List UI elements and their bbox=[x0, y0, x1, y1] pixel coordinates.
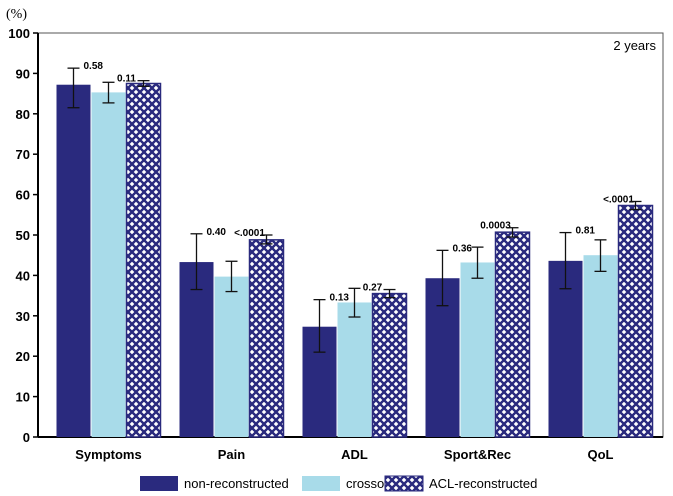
p-value-label: 0.40 bbox=[207, 227, 227, 238]
bar-crossover bbox=[214, 276, 249, 437]
legend-swatch bbox=[384, 475, 424, 492]
legend-label: non-reconstructed bbox=[184, 476, 289, 491]
legend-swatch bbox=[140, 476, 178, 491]
y-tick-label: 60 bbox=[16, 188, 30, 203]
bar-non-reconstructed bbox=[56, 84, 91, 437]
period-annotation: 2 years bbox=[613, 38, 656, 53]
x-tick-label: QoL bbox=[588, 447, 614, 462]
y-tick-label: 100 bbox=[8, 26, 30, 41]
x-tick-label: Pain bbox=[218, 447, 246, 462]
p-value-label: 0.0003 bbox=[480, 221, 511, 232]
bar-crossover bbox=[460, 262, 495, 437]
y-tick-label: 70 bbox=[16, 147, 30, 162]
p-value-label: 0.58 bbox=[84, 61, 104, 72]
y-tick-label: 80 bbox=[16, 107, 30, 122]
y-tick-label: 40 bbox=[16, 268, 30, 283]
bar-ACL-reconstructed bbox=[371, 292, 408, 438]
bar-ACL-reconstructed bbox=[494, 231, 531, 438]
bar-ACL-reconstructed bbox=[248, 239, 285, 438]
legend-label: ACL-reconstructed bbox=[429, 476, 537, 491]
x-tick-label: Sport&Rec bbox=[444, 447, 511, 462]
y-tick-label: 50 bbox=[16, 228, 30, 243]
y-tick-label: 90 bbox=[16, 66, 30, 81]
p-value-label: 0.81 bbox=[576, 226, 596, 237]
legend-swatch bbox=[302, 476, 340, 491]
x-tick-label: Symptoms bbox=[75, 447, 141, 462]
p-value-label: 0.11 bbox=[117, 74, 136, 85]
p-value-label: 0.36 bbox=[453, 243, 473, 254]
bar-non-reconstructed bbox=[548, 260, 583, 437]
y-tick-label: 0 bbox=[23, 430, 30, 445]
bar-ACL-reconstructed bbox=[125, 82, 162, 438]
bar-crossover bbox=[583, 255, 618, 437]
bar-non-reconstructed bbox=[179, 262, 214, 437]
y-axis-label: (%) bbox=[6, 7, 27, 22]
p-value-label: <.0001 bbox=[603, 194, 634, 205]
y-tick-label: 10 bbox=[16, 390, 30, 405]
y-tick-label: 20 bbox=[16, 349, 30, 364]
bar-crossover bbox=[91, 92, 126, 437]
p-value-label: 0.13 bbox=[330, 293, 350, 304]
bar-ACL-reconstructed bbox=[617, 204, 654, 438]
p-value-label: 0.27 bbox=[363, 283, 383, 294]
y-tick-label: 30 bbox=[16, 309, 30, 324]
x-tick-label: ADL bbox=[341, 447, 368, 462]
p-value-label: <.0001 bbox=[234, 228, 265, 239]
bar-crossover bbox=[337, 302, 372, 437]
